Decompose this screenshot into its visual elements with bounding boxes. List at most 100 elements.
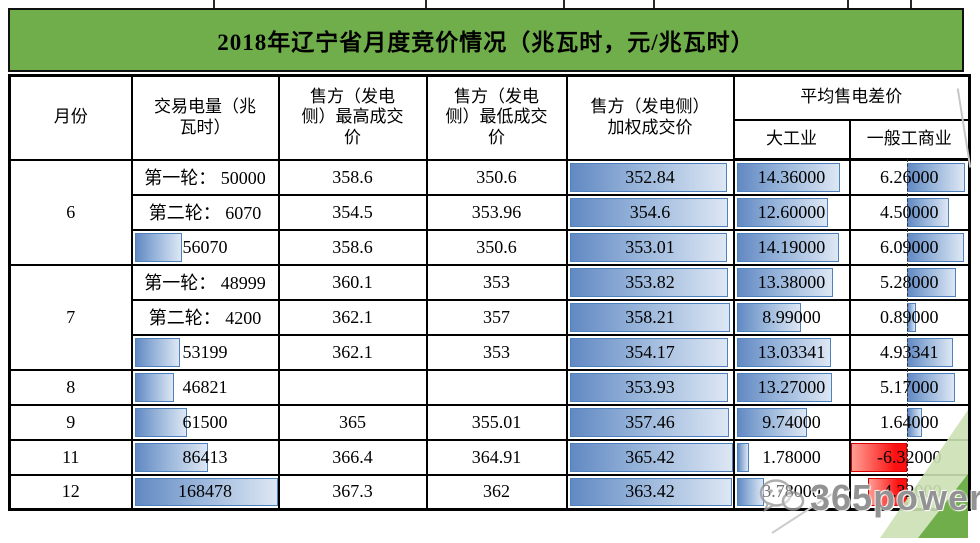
- high-price-cell: 360.1: [277, 263, 428, 300]
- volume-cell: 第二轮： 4200: [130, 298, 280, 335]
- volume-databar: [134, 442, 209, 472]
- volume-cell: 86413: [130, 438, 280, 476]
- table-row: 8 46821 353.93 13.27000 5.17000: [8, 368, 971, 406]
- table-row: 第二轮： 4200 362.1 357 358.21 8.99000 0.890…: [10, 298, 971, 336]
- zero-axis-line: [907, 263, 909, 301]
- table-title-banner: 2018年辽宁省月度竞价情况（兆瓦时，元/兆瓦时）: [8, 8, 964, 72]
- industry-diff-cell: 14.19000: [732, 228, 851, 266]
- gridline-stub: [563, 0, 565, 8]
- weighted-price-cell: 365.42: [565, 438, 735, 476]
- industry-diff-cell: 13.03341: [732, 333, 851, 371]
- industry-diff-cell: 9.74000: [732, 403, 851, 441]
- weighted-databar: [569, 407, 730, 437]
- high-price-cell: 362.1: [277, 333, 428, 371]
- weighted-price-cell: 353.01: [565, 228, 735, 266]
- weighted-price-cell: 358.21: [565, 298, 735, 335]
- general-diff-cell: 6.09000: [848, 228, 971, 266]
- header-low-price: 售方（发电 侧）最低成交 价: [425, 74, 568, 161]
- gridline-stub: [425, 0, 427, 8]
- volume-databar: [134, 337, 180, 367]
- high-price-cell: 358.6: [277, 158, 428, 195]
- table-row: 56070 358.6 350.6 353.01 14.19000 6.0900…: [10, 228, 971, 266]
- month-cell: 9: [8, 403, 133, 441]
- industry-databar: [736, 337, 831, 367]
- wechat-icon: [759, 479, 805, 513]
- header-weighted-price: 售方（发电侧） 加权成交价: [565, 74, 735, 161]
- weighted-price-cell: 357.46: [565, 403, 735, 441]
- general-diff-cell: 5.28000: [848, 263, 971, 301]
- industry-databar: [736, 197, 828, 227]
- general-diff-cell: 4.50000: [848, 193, 971, 231]
- volume-databar: [134, 372, 175, 402]
- header-row-1: 月份 交易电量（兆 瓦时） 售方（发电 侧）最高成交 价 售方（发电 侧）最低成…: [8, 74, 971, 161]
- gridline-stub: [653, 0, 655, 8]
- general-diff-cell: 4.93341: [848, 333, 971, 371]
- low-price-cell: 357: [425, 298, 568, 335]
- high-price-cell: 362.1: [277, 298, 428, 335]
- header-general-commerce: 一般工商业: [848, 118, 971, 161]
- table-row: 11 86413 366.4 364.91 365.42 1.78000 -6.…: [8, 438, 971, 476]
- general-databar: [907, 337, 954, 367]
- volume-cell: 56070: [130, 228, 280, 266]
- industry-diff-cell: 8.99000: [732, 298, 851, 335]
- general-diff-cell: 0.89000: [848, 298, 971, 336]
- high-price-cell: 358.6: [277, 228, 428, 266]
- header-month: 月份: [8, 74, 133, 161]
- zero-axis-line: [907, 333, 909, 371]
- zero-axis-line: [907, 368, 909, 406]
- high-price-cell: 354.5: [277, 193, 428, 230]
- weighted-price-cell: 353.93: [565, 368, 735, 406]
- weighted-price-cell: 352.84: [565, 158, 735, 195]
- weighted-price-cell: 354.6: [565, 193, 735, 230]
- industry-databar: [736, 267, 834, 297]
- weighted-price-cell: 363.42: [565, 473, 735, 511]
- high-price-cell: 367.3: [277, 473, 428, 511]
- bidding-table: 月份 交易电量（兆 瓦时） 售方（发电 侧）最高成交 价 售方（发电 侧）最低成…: [8, 74, 971, 511]
- weighted-databar: [569, 372, 728, 402]
- general-databar: [907, 372, 956, 402]
- table-row: 12 168478 367.3 362 363.42 3.78000 -4.32…: [8, 473, 971, 511]
- month-cell: 8: [8, 368, 133, 406]
- volume-cell: 53199: [130, 333, 280, 371]
- watermark: 365power: [758, 477, 980, 519]
- zero-axis-line: [907, 193, 909, 231]
- industry-databar: [736, 372, 833, 402]
- gridline-stub: [213, 0, 215, 8]
- gridline-stub: [910, 0, 912, 8]
- zero-axis-line: [907, 159, 909, 196]
- month-cell: 11: [8, 438, 133, 476]
- weighted-price-cell: 354.17: [565, 333, 735, 371]
- industry-diff-cell: 14.36000: [732, 158, 851, 195]
- header-row-2: 大工业 一般工商业: [10, 118, 971, 161]
- industry-databar: [736, 442, 750, 472]
- volume-cell: 46821: [130, 368, 280, 406]
- volume-cell: 61500: [130, 403, 280, 441]
- gridline-stub: [847, 0, 849, 8]
- watermark-text: 365power: [810, 477, 980, 518]
- header-volume: 交易电量（兆 瓦时）: [130, 74, 280, 161]
- volume-cell: 第一轮： 48999: [130, 263, 280, 300]
- page-title: 2018年辽宁省月度竞价情况（兆瓦时，元/兆瓦时）: [217, 30, 755, 55]
- general-databar: [907, 232, 964, 262]
- high-price-cell: 366.4: [277, 438, 428, 476]
- volume-databar: [134, 407, 187, 437]
- volume-databar: [134, 477, 279, 506]
- month-cell: 12: [8, 473, 133, 511]
- industry-diff-cell: 1.78000: [732, 438, 851, 476]
- weighted-databar: [569, 267, 728, 297]
- general-diff-cell: 5.17000: [848, 368, 971, 406]
- zero-axis-line: [907, 228, 909, 266]
- header-high-price: 售方（发电 侧）最高成交 价: [277, 74, 428, 161]
- table-row: 6 第一轮： 50000 358.6 350.6 352.84 14.36000…: [8, 158, 971, 265]
- low-price-cell: 353.96: [425, 193, 568, 230]
- weighted-price-cell: 353.82: [565, 263, 735, 300]
- weighted-databar: [569, 162, 728, 192]
- table-row: 7 第一轮： 48999 360.1 353 353.82 13.38000 5…: [8, 263, 971, 370]
- industry-databar: [736, 232, 839, 262]
- general-diff-cell: 6.26000: [848, 158, 971, 196]
- table-row: 9 61500 365 355.01 357.46 9.74000 1.6400…: [8, 403, 971, 441]
- weighted-databar: [569, 337, 728, 367]
- volume-cell: 第二轮： 6070: [130, 193, 280, 230]
- low-price-cell: 350.6: [425, 228, 568, 266]
